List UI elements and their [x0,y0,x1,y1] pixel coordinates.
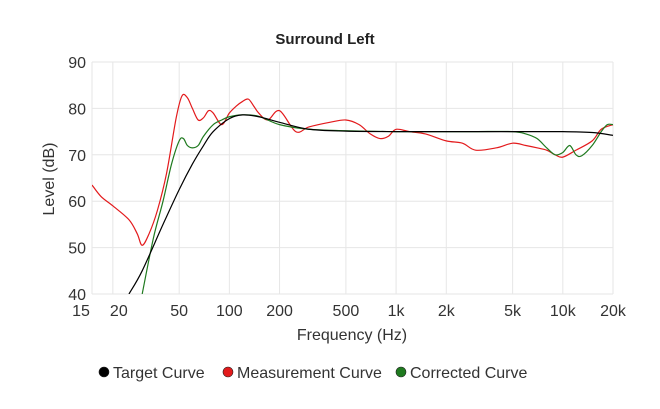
legend-marker [222,366,234,378]
x-axis-label: Frequency (Hz) [297,327,407,344]
y-tick-label: 40 [68,287,86,304]
measurement-curve-line [92,93,614,246]
x-tick-label: 500 [333,303,360,320]
x-tick-label: 200 [266,303,293,320]
legend-marker [98,366,110,378]
x-tick-label: 1k [388,303,406,320]
legend-item-corrected-curve[interactable]: Corrected Curve [395,365,527,382]
axis-ticks: 15 20 50 100 200 500 1k 2k 5k 10k 20k 40 50 60 70 80 90 [68,55,627,320]
y-axis-label: Level (dB) [41,143,58,216]
legend-label: Target Curve [113,365,205,382]
x-tick-label: 5k [504,303,522,320]
y-tick-label: 90 [68,55,86,72]
y-tick-label: 70 [68,148,86,165]
target-curve-line [128,114,614,294]
legend-marker [395,366,407,378]
x-tick-label: 20 [110,303,128,320]
x-tick-label: 15 [72,303,90,320]
legend[interactable]: Target Curve Measurement Curve Corrected C… [98,365,527,382]
legend-label: Corrected Curve [410,365,527,382]
corrected-curve-line [141,114,614,294]
x-tick-label: 2k [438,303,456,320]
x-tick-label: 10k [550,303,577,320]
x-tick-label: 100 [216,303,243,320]
plot-area [92,93,614,294]
x-tick-label: 20k [600,303,627,320]
legend-label: Measurement Curve [237,365,382,382]
y-tick-label: 80 [68,101,86,118]
grid [91,61,614,295]
chart-title: Surround Left [275,31,374,48]
y-tick-label: 60 [68,194,86,211]
legend-item-target-curve[interactable]: Target Curve [98,365,205,382]
legend-item-measurement-curve[interactable]: Measurement Curve [222,365,382,382]
x-tick-label: 50 [170,303,188,320]
y-tick-label: 50 [68,241,86,258]
